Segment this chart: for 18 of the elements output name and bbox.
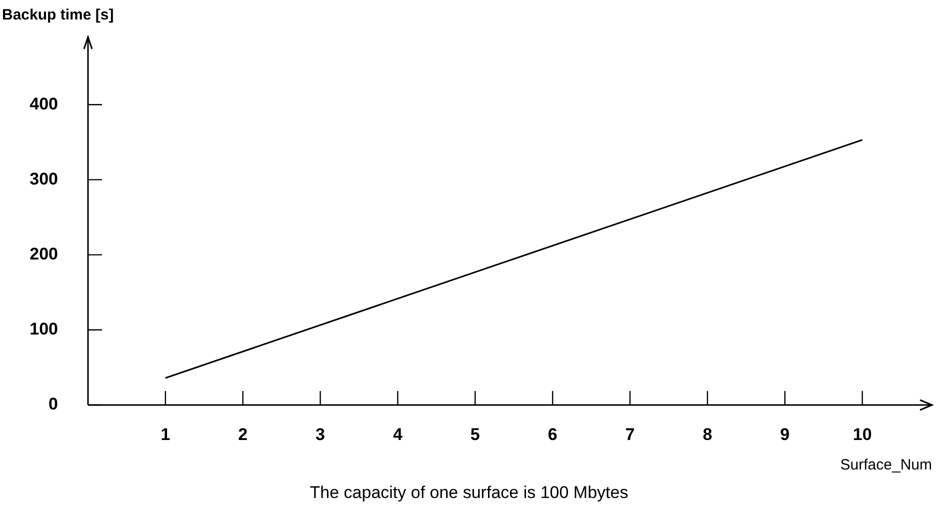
x-tick-label: 10 — [852, 424, 872, 444]
y-axis-title: Backup time [s] — [2, 6, 114, 24]
x-tick-label: 8 — [702, 424, 712, 444]
x-tick-label: 4 — [392, 424, 403, 444]
x-tick-label: 5 — [470, 424, 480, 444]
x-tick-label: 2 — [238, 424, 248, 444]
text: The capacity of one surface is 100 Mbytes — [308, 483, 630, 503]
y-tick-label: 300 — [30, 169, 58, 188]
x-tick-label: 7 — [625, 424, 635, 444]
x-tick-label: 6 — [548, 424, 558, 444]
x-tick-label: 9 — [780, 424, 790, 444]
y-tick-label: 200 — [30, 244, 58, 264]
y-tick-label: 100 — [30, 320, 58, 339]
x-tick-label: 1 — [160, 424, 170, 444]
y-tick-label: 0 — [48, 394, 58, 414]
x-tick-label: 3 — [316, 424, 326, 444]
x-axis-title: Surface_Num — [840, 456, 932, 474]
y-tick-label: 400 — [30, 94, 58, 114]
